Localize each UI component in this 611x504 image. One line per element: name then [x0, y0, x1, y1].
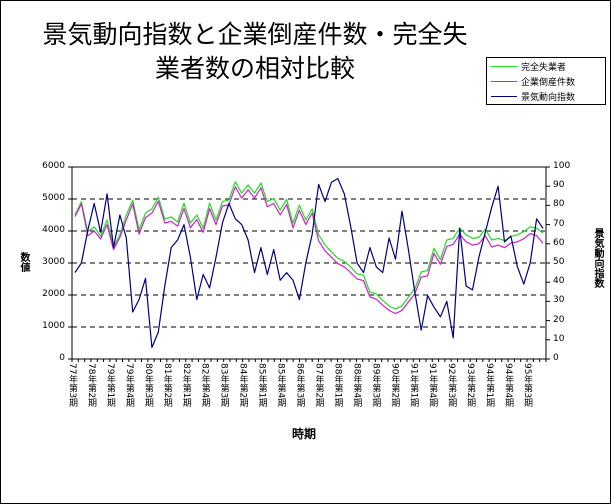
x-tick-label: 80年第3期 [142, 363, 153, 408]
x-tick-label: 79年第4期 [123, 363, 134, 408]
y2-tick-label: 100 [553, 161, 571, 171]
y2-tick-label: 10 [553, 333, 565, 344]
x-tick-label: 85年第1期 [256, 363, 267, 408]
x-tick-label: 79年第1期 [104, 363, 115, 408]
x-tick-label: 89年第3期 [370, 363, 381, 408]
y2-tick-label: 80 [553, 199, 565, 210]
y2-axis-label: 景気動向指数 [592, 228, 603, 288]
legend-label: 企業倒産件数 [521, 77, 576, 88]
y2-tick-label: 20 [553, 314, 565, 325]
legend-item-bankruptcies: 企業倒産件数 [491, 74, 605, 88]
x-tick-label: 88年第4期 [351, 363, 362, 408]
y2-tick-label: 30 [553, 295, 565, 306]
x-tick-label: 95年第3期 [522, 363, 533, 408]
y-tick-label: 5000 [42, 193, 65, 203]
y-axis-label: 数値 [18, 252, 29, 272]
x-tick-label: 93年第2期 [465, 363, 476, 408]
legend-swatch [491, 65, 517, 67]
x-tick-label: 77年第3期 [67, 363, 77, 408]
x-tick-label: 82年第4期 [199, 363, 210, 408]
x-tick-label: 87年第2期 [313, 363, 324, 408]
x-tick-label: 81年第2期 [161, 363, 172, 408]
x-tick-label: 88年第1期 [332, 363, 343, 408]
y2-tick-label: 50 [553, 257, 565, 267]
x-tick-label: 83年第3期 [218, 363, 229, 408]
x-tick-label: 82年第1期 [180, 363, 191, 408]
x-tick-label: 94年第1期 [484, 363, 495, 408]
x-tick-label: 85年第4期 [275, 363, 286, 408]
y-tick-label: 3000 [42, 257, 65, 267]
chart-title-line-2: 業者数の相対比較 [154, 54, 355, 83]
y2-tick-label: 60 [553, 237, 565, 248]
y-tick-label: 4000 [42, 225, 65, 235]
x-tick-label: 91年第1期 [408, 363, 419, 408]
x-tick-label: 91年第4期 [427, 363, 438, 408]
legend-label: 景気動向指数 [521, 92, 576, 103]
y2-tick-label: 0 [553, 353, 559, 363]
series-line-unemployed [74, 181, 544, 310]
series-line-business-index [74, 177, 544, 349]
x-tick-label: 94年第4期 [503, 363, 514, 408]
x-tick-label: 86年第3期 [294, 363, 305, 408]
x-axis-label: 時期 [292, 427, 317, 441]
y-tick-label: 6000 [42, 161, 65, 171]
legend-item-unemployed: 完全失業者 [491, 59, 605, 73]
y2-tick-label: 40 [553, 276, 565, 287]
legend-swatch [491, 95, 517, 97]
y2-tick-label: 90 [553, 180, 565, 191]
x-tick-label: 92年第3期 [446, 363, 457, 408]
legend-swatch [491, 80, 517, 82]
y-tick-label: 1000 [42, 321, 65, 331]
legend: 完全失業者 企業倒産件数 景気動向指数 [486, 57, 606, 105]
x-tick-label: 78年第2期 [85, 363, 96, 408]
y-tick-label: 2000 [42, 289, 65, 299]
y2-tick-label: 70 [553, 218, 565, 229]
x-tick-label: 90年第2期 [389, 363, 400, 408]
chart-title-line-1: 景気動向指数と企業倒産件数・完全失 [42, 20, 468, 49]
y-tick-label: 0 [59, 353, 65, 363]
legend-item-business-index: 景気動向指数 [491, 89, 605, 103]
series-line-bankruptcies [74, 186, 544, 315]
legend-label: 完全失業者 [521, 62, 567, 73]
x-tick-label: 84年第2期 [237, 363, 248, 408]
chart-title: 景気動向指数と企業倒産件数・完全失 業者数の相対比較 [40, 18, 470, 86]
